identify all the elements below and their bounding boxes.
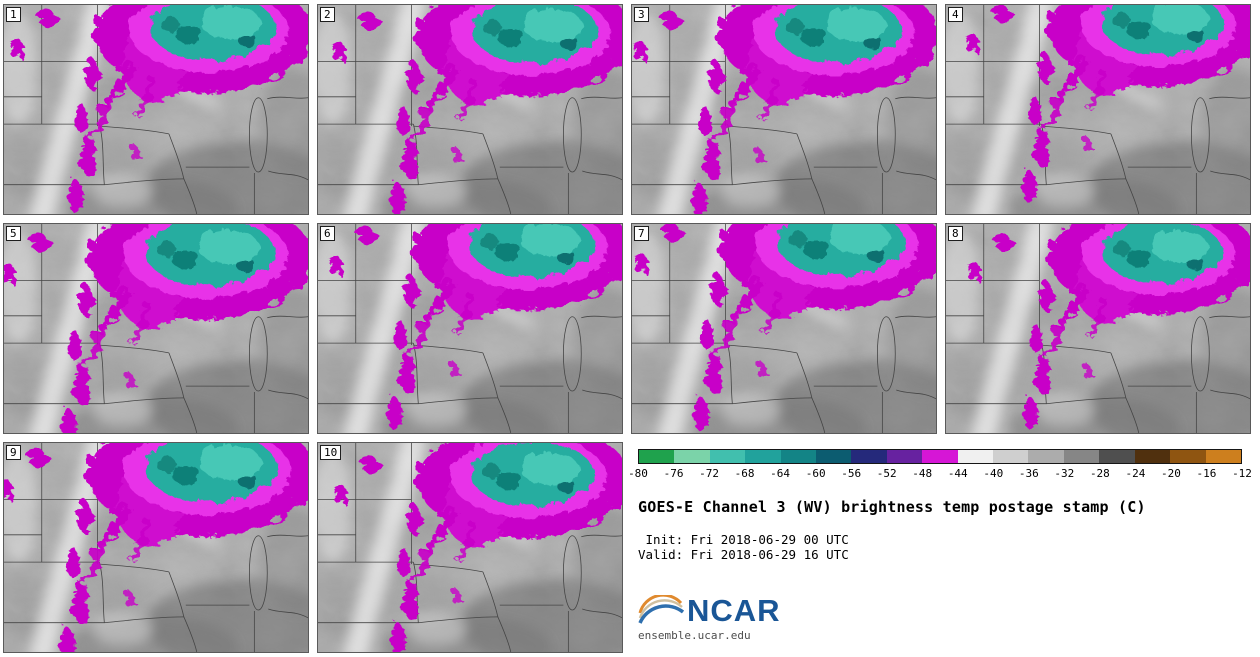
wv-satellite-map xyxy=(632,5,936,214)
colorbar-segment xyxy=(851,450,887,463)
ncar-logo: NCAR xyxy=(638,593,1251,628)
colorbar-tick-label: -16 xyxy=(1196,467,1217,480)
wv-satellite-map xyxy=(4,443,308,652)
colorbar-segment xyxy=(1028,450,1064,463)
colorbar-tick-label: -52 xyxy=(876,467,897,480)
plot-title: GOES-E Channel 3 (WV) brightness temp po… xyxy=(638,498,1146,516)
colorbar-tick-label: -12 xyxy=(1232,467,1252,480)
colorbar-segment xyxy=(780,450,817,463)
colorbar-tick-label: -76 xyxy=(663,467,684,480)
colorbar-segment xyxy=(922,450,958,463)
colorbar-segment xyxy=(639,450,675,463)
colorbar-segment xyxy=(957,450,994,463)
member-number-label: 6 xyxy=(320,226,335,241)
wv-satellite-map xyxy=(946,224,1250,433)
colorbar-tick-label: -28 xyxy=(1089,467,1110,480)
colorbar-segment xyxy=(1063,450,1100,463)
member-number-label: 4 xyxy=(948,7,963,22)
colorbar-tick-label: -48 xyxy=(912,467,933,480)
colorbar-segment xyxy=(709,450,746,463)
colorbar-tick-label: -80 xyxy=(628,467,648,480)
colorbar-ticks: -80 -76 -72 -68 -64 -60 -56 -52 -48 -44 -40 -36 -32 -… xyxy=(628,467,1252,481)
colorbar-segment xyxy=(1170,450,1206,463)
colorbar-tick-label: -68 xyxy=(734,467,755,480)
ensemble-member-panel[interactable]: 7 xyxy=(631,223,937,434)
ncar-wordmark: NCAR xyxy=(687,593,781,628)
colorbar-tick-label: -44 xyxy=(947,467,968,480)
colorbar-tick-label: -20 xyxy=(1161,467,1181,480)
wv-satellite-map xyxy=(318,224,622,433)
member-number-label: 7 xyxy=(634,226,649,241)
colorbar-segment xyxy=(674,450,710,463)
wv-satellite-map xyxy=(946,5,1250,214)
colorbar-tick-label: -36 xyxy=(1018,467,1039,480)
ensemble-member-panel[interactable]: 4 xyxy=(945,4,1251,215)
colorbar-segment xyxy=(1099,450,1135,463)
member-number-label: 5 xyxy=(6,226,21,241)
ensemble-member-panel[interactable]: 1 xyxy=(3,4,309,215)
ensemble-member-panel[interactable]: 6 xyxy=(317,223,623,434)
ensemble-member-panel[interactable]: 10 xyxy=(317,442,623,653)
member-number-label: 1 xyxy=(6,7,21,22)
site-url: ensemble.ucar.edu xyxy=(638,629,751,642)
colorbar-tick-label: -64 xyxy=(770,467,791,480)
member-number-label: 9 xyxy=(6,445,21,460)
ensemble-member-panel[interactable]: 3 xyxy=(631,4,937,215)
member-number-label: 8 xyxy=(948,226,963,241)
ensemble-member-panel[interactable]: 5 xyxy=(3,223,309,434)
legend-info-area: -80 -76 -72 -68 -64 -60 -56 -52 -48 -44 -40 -36 -32 -… xyxy=(628,442,1252,653)
colorbar xyxy=(638,449,1242,464)
colorbar-tick-label: -56 xyxy=(841,467,862,480)
init-valid-block: Init: Fri 2018-06-29 00 UTC Valid: Fri 2… xyxy=(638,532,1251,562)
ensemble-member-panel[interactable]: 2 xyxy=(317,4,623,215)
valid-time: Valid: Fri 2018-06-29 16 UTC xyxy=(638,547,849,562)
colorbar-tick-label: -40 xyxy=(983,467,1004,480)
ensemble-member-panel[interactable]: 8 xyxy=(945,223,1251,434)
wv-satellite-map xyxy=(4,224,308,433)
colorbar-segment xyxy=(745,450,781,463)
colorbar-segment xyxy=(993,450,1029,463)
colorbar-tick-label: -60 xyxy=(805,467,826,480)
colorbar-tick-label: -72 xyxy=(699,467,719,480)
ensemble-member-panel[interactable]: 9 xyxy=(3,442,309,653)
wv-satellite-map xyxy=(318,443,622,652)
colorbar-tick-label: -32 xyxy=(1054,467,1075,480)
wv-satellite-map xyxy=(4,5,308,214)
member-number-label: 3 xyxy=(634,7,649,22)
colorbar-segment xyxy=(1134,450,1171,463)
colorbar-tick-label: -24 xyxy=(1125,467,1146,480)
member-number-label: 10 xyxy=(320,445,342,460)
wv-satellite-map xyxy=(632,224,936,433)
init-time: Init: Fri 2018-06-29 00 UTC xyxy=(638,532,849,547)
wv-satellite-map xyxy=(318,5,622,214)
colorbar-segment xyxy=(816,450,852,463)
colorbar-segment xyxy=(886,450,923,463)
ncar-swoosh-icon xyxy=(638,595,684,624)
member-number-label: 2 xyxy=(320,7,335,22)
colorbar-segment xyxy=(1205,450,1241,463)
